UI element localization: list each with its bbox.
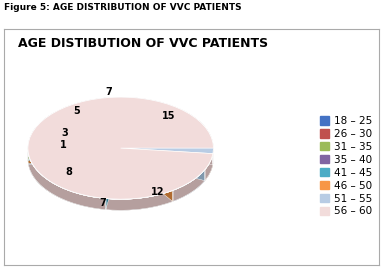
Polygon shape [28, 150, 213, 210]
Polygon shape [28, 97, 213, 199]
Text: 15: 15 [162, 111, 175, 121]
Text: AGE DISTIBUTION OF VVC PATIENTS: AGE DISTIBUTION OF VVC PATIENTS [18, 36, 268, 50]
Text: 12: 12 [151, 187, 165, 197]
Polygon shape [28, 148, 213, 210]
Text: 7: 7 [99, 198, 106, 208]
Legend: 18 – 25, 26 – 30, 31 – 35, 35 – 40, 41 – 45, 46 – 50, 51 – 55, 56 – 60: 18 – 25, 26 – 30, 31 – 35, 35 – 40, 41 –… [318, 114, 374, 219]
Polygon shape [28, 97, 213, 199]
Text: 3: 3 [62, 128, 69, 138]
Text: 5: 5 [74, 106, 80, 116]
Polygon shape [28, 97, 213, 199]
Polygon shape [28, 149, 213, 210]
Polygon shape [28, 97, 213, 199]
Text: 1: 1 [60, 140, 67, 150]
Polygon shape [121, 148, 173, 202]
Polygon shape [28, 148, 213, 210]
Polygon shape [30, 97, 213, 199]
Polygon shape [121, 148, 213, 165]
Text: Figure 5: AGE DISTRIBUTION OF VVC PATIENTS: Figure 5: AGE DISTRIBUTION OF VVC PATIEN… [4, 3, 241, 12]
Polygon shape [106, 148, 121, 210]
Polygon shape [28, 150, 213, 210]
Polygon shape [28, 97, 213, 199]
Polygon shape [106, 152, 213, 210]
Text: 7: 7 [105, 87, 112, 97]
Polygon shape [28, 152, 213, 210]
Polygon shape [28, 97, 213, 199]
Polygon shape [121, 148, 205, 181]
Polygon shape [28, 97, 213, 199]
Polygon shape [28, 148, 213, 210]
Text: 8: 8 [65, 167, 72, 177]
